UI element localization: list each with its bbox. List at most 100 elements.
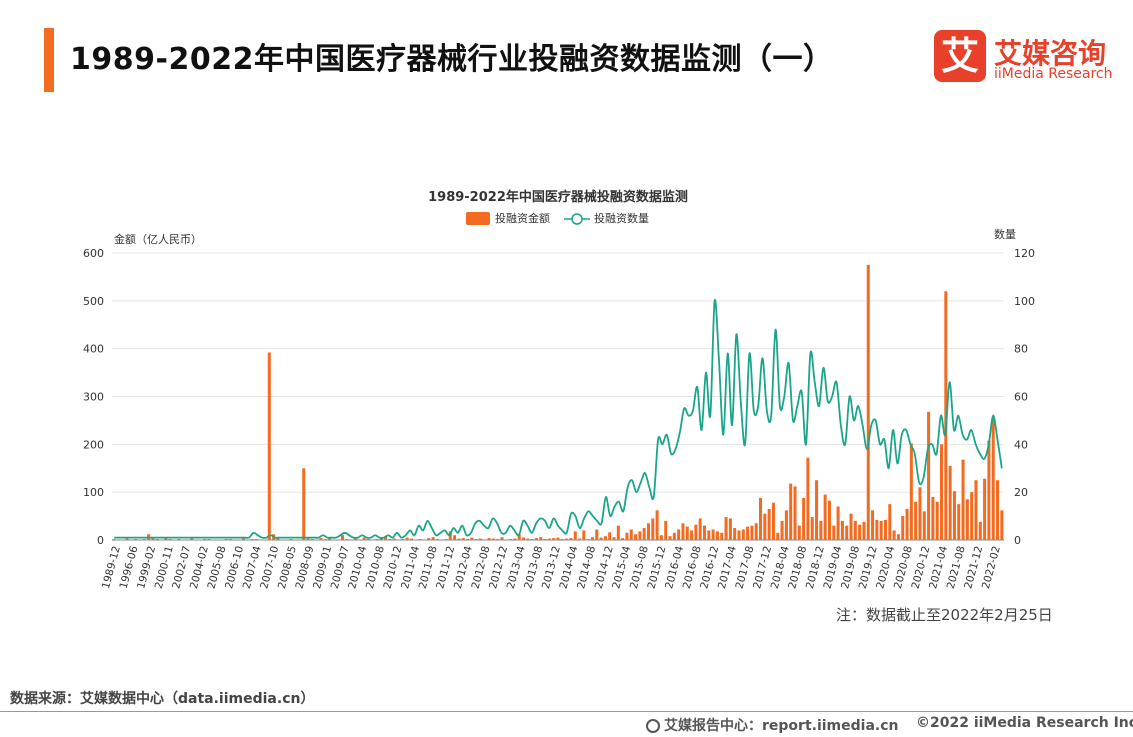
amount-bar (681, 523, 685, 540)
amount-bar (353, 538, 357, 541)
amount-bar (522, 537, 526, 540)
right-tick-label: 60 (1014, 391, 1028, 404)
amount-bar (590, 537, 594, 540)
footer-report-center[interactable]: 艾媒报告中心：report.iimedia.cn (646, 715, 899, 735)
amount-bar (565, 538, 569, 541)
amount-bar (172, 539, 176, 541)
amount-bar (267, 352, 271, 540)
amount-bar (836, 506, 840, 540)
amount-bar (112, 539, 116, 540)
left-axis-title: 金额（亿人民币） (114, 232, 202, 246)
amount-bar (491, 538, 495, 541)
amount-bar (578, 538, 582, 541)
amount-bar (892, 530, 896, 540)
amount-bar (461, 538, 465, 540)
amount-bar (983, 478, 987, 540)
amount-bar (668, 536, 672, 540)
data-source: 数据来源：艾媒数据中心（data.iimedia.cn） (10, 691, 315, 707)
amount-bar (517, 534, 521, 540)
amount-bar (728, 518, 732, 540)
amount-bar (974, 480, 978, 540)
amount-bar (810, 517, 814, 540)
amount-bar (323, 539, 327, 540)
amount-bar (405, 537, 409, 540)
page-title: 1989-2022年中国医疗器械行业投融资数据监测（一） (70, 42, 834, 77)
amount-bar (198, 539, 202, 541)
footer-report-link[interactable]: 艾媒报告中心：report.iimedia.cn (664, 718, 899, 734)
amount-bar (177, 539, 181, 540)
amount-bar (250, 539, 254, 540)
amount-bar (573, 531, 577, 540)
amount-bar (875, 519, 879, 540)
legend-swatch-amount (466, 212, 490, 225)
amount-bar (371, 539, 375, 541)
amount-bar (746, 526, 750, 540)
amount-bar (931, 496, 935, 540)
amount-bar (560, 539, 564, 540)
amount-bar (840, 520, 844, 540)
amount-bar (289, 539, 293, 540)
amount-bar (759, 497, 763, 540)
amount-bar (905, 508, 909, 540)
amount-bar (237, 539, 241, 541)
amount-bar (263, 539, 267, 541)
amount-bar (608, 532, 612, 540)
amount-bar (487, 538, 491, 540)
amount-bar (246, 539, 250, 541)
amount-bar (965, 499, 969, 540)
footer-divider (0, 711, 1133, 712)
amount-bar (224, 539, 228, 540)
logo-name-en: iiMedia Research (994, 66, 1113, 82)
amount-bar (978, 521, 982, 540)
amount-bar (935, 501, 939, 540)
amount-bar (784, 510, 788, 540)
amount-bar (780, 520, 784, 540)
left-tick-label: 500 (83, 295, 104, 308)
amount-bar (823, 494, 827, 540)
amount-bar (194, 539, 198, 541)
left-tick-label: 0 (97, 534, 104, 547)
amount-bar (569, 538, 573, 540)
amount-bar (211, 539, 215, 541)
amount-bar (155, 539, 159, 540)
amount-bar (125, 538, 129, 541)
amount-bar (918, 487, 922, 540)
amount-bar (961, 459, 965, 540)
amount-bar (642, 528, 646, 540)
amount-bar (776, 532, 780, 541)
amount-bar (418, 539, 422, 540)
amount-bar (513, 538, 517, 541)
amount-bar (793, 486, 797, 540)
amount-bar (612, 537, 616, 540)
amount-bar (789, 483, 793, 540)
legend-label-count: 投融资数量 (594, 211, 649, 225)
amount-bar (698, 518, 702, 540)
left-tick-label: 400 (83, 343, 104, 356)
amount-bar (940, 444, 944, 540)
logo-mark: 艾 (934, 30, 986, 82)
amount-bar (233, 539, 237, 541)
amount-bar (599, 537, 603, 540)
amount-bar (539, 537, 543, 540)
amount-bar (384, 536, 388, 540)
data-cutoff-note: 注：数据截止至2022年2月25日 (836, 606, 1053, 624)
legend-swatch-count-marker (571, 213, 583, 225)
amount-bar (621, 538, 625, 540)
amount-bar (332, 539, 336, 541)
amount-bar (909, 443, 913, 540)
chart-title: 1989-2022年中国医疗器械投融资数据监测 (428, 189, 688, 205)
amount-bar (440, 539, 444, 541)
amount-bar (552, 538, 556, 540)
logo-name-cn: 艾媒咨询 (994, 37, 1107, 70)
legend-label-amount: 投融资金额 (495, 211, 550, 225)
amount-bar (896, 534, 900, 540)
amount-bar (888, 504, 892, 541)
amount-bar (134, 539, 138, 540)
amount-bar (379, 538, 383, 540)
amount-bar (987, 440, 991, 540)
amount-bar (474, 539, 478, 540)
amount-bar (543, 539, 547, 540)
amount-bar (422, 539, 426, 541)
amount-bar (349, 539, 353, 541)
amount-bar (858, 524, 862, 540)
